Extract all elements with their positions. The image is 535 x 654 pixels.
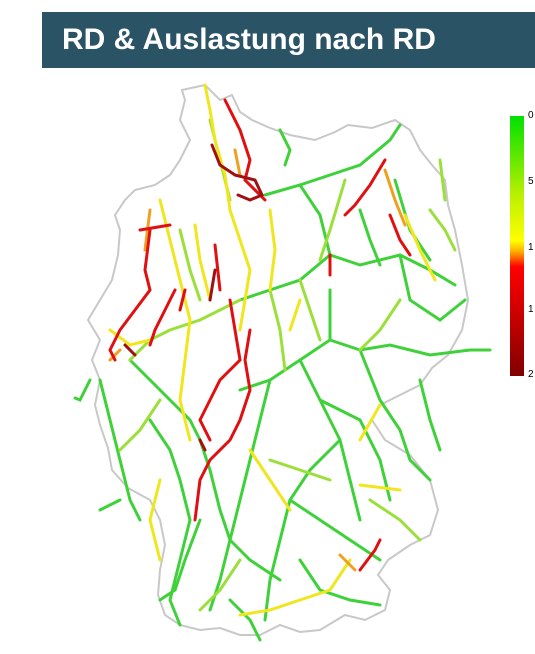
legend-tick-0: 0 bbox=[528, 111, 534, 121]
color-scale-bar bbox=[510, 116, 524, 376]
rail-segments-green bbox=[75, 125, 490, 640]
legend-tick-2: 1 bbox=[528, 243, 534, 253]
legend-tick-4: 2 bbox=[528, 370, 534, 380]
rail-segments-yellow bbox=[110, 85, 435, 615]
rail-segments-lightgreen bbox=[120, 120, 455, 610]
legend-tick-3: 1 bbox=[528, 305, 534, 315]
legend-tick-1: 5 bbox=[528, 177, 534, 187]
